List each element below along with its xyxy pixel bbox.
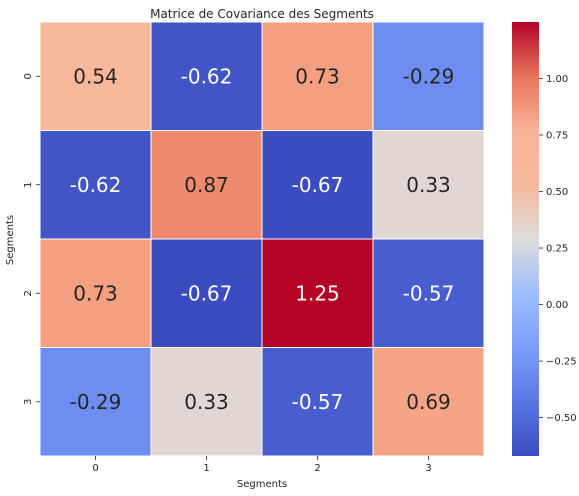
cell-annotation-3-2: -0.57 bbox=[292, 390, 344, 414]
colorbar-tick-label-1: −0.25 bbox=[546, 357, 577, 368]
cell-annotation-0-2: 0.73 bbox=[295, 64, 340, 88]
colorbar-tick-label-2: 0.00 bbox=[546, 300, 568, 311]
colorbar-tick-label-4: 0.50 bbox=[546, 187, 568, 198]
cell-annotation-1-0: -0.62 bbox=[70, 173, 122, 197]
x-tick-label-3: 3 bbox=[425, 463, 431, 474]
cell-annotation-3-3: 0.69 bbox=[406, 390, 451, 414]
cell-annotation-0-3: -0.29 bbox=[403, 64, 455, 88]
cell-annotation-3-0: -0.29 bbox=[70, 390, 122, 414]
y-tick-label-3: 3 bbox=[23, 399, 34, 405]
y-tick-label-0: 0 bbox=[23, 73, 34, 79]
chart-title: Matrice de Covariance des Segments bbox=[150, 7, 374, 21]
colorbar-tick-label-5: 0.75 bbox=[546, 131, 568, 142]
cell-annotation-1-3: 0.33 bbox=[406, 173, 451, 197]
cell-annotation-0-0: 0.54 bbox=[73, 64, 118, 88]
x-tick-label-2: 2 bbox=[314, 463, 320, 474]
colorbar-tick-label-0: −0.50 bbox=[546, 413, 577, 424]
colorbar-tick-label-3: 0.25 bbox=[546, 244, 568, 255]
y-axis-label: Segments bbox=[5, 215, 16, 265]
cell-annotation-3-1: 0.33 bbox=[184, 390, 229, 414]
cell-annotation-1-1: 0.87 bbox=[184, 173, 229, 197]
colorbar-ticks: −0.50 −0.25 0.00 0.25 0.50 0.75 1.00 bbox=[539, 74, 577, 424]
colorbar bbox=[512, 22, 539, 456]
colorbar-tick-label-6: 1.00 bbox=[546, 74, 568, 85]
y-tick-label-2: 2 bbox=[23, 290, 34, 296]
cell-annotation-2-2: 1.25 bbox=[295, 281, 340, 305]
cell-annotation-1-2: -0.67 bbox=[292, 173, 344, 197]
x-tick-label-0: 0 bbox=[92, 463, 98, 474]
cell-annotation-0-1: -0.62 bbox=[181, 64, 233, 88]
y-tick-label-1: 1 bbox=[23, 182, 34, 188]
y-axis-ticks: 0 1 2 3 bbox=[23, 73, 40, 405]
x-tick-label-1: 1 bbox=[203, 463, 209, 474]
x-axis-ticks: 0 1 2 3 bbox=[92, 456, 431, 474]
cell-annotation-2-0: 0.73 bbox=[73, 281, 118, 305]
cell-annotation-2-1: -0.67 bbox=[181, 281, 233, 305]
cell-annotation-2-3: -0.57 bbox=[403, 281, 455, 305]
x-axis-label: Segments bbox=[237, 479, 287, 490]
